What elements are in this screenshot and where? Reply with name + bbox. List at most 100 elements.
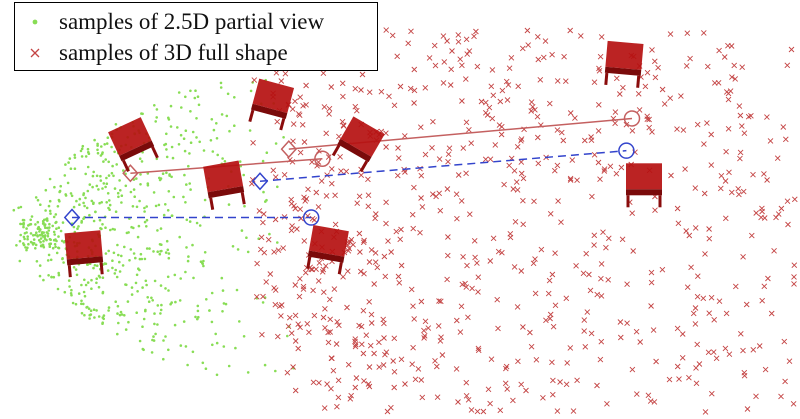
full-sample-x [530, 260, 537, 267]
full-sample-x [380, 362, 387, 368]
full-sample-x [363, 332, 370, 339]
partial-sample-point [153, 279, 157, 283]
partial-sample-point [118, 270, 122, 273]
partial-sample-point [265, 198, 268, 202]
full-sample-x [352, 343, 359, 350]
full-sample-x [328, 84, 335, 90]
full-sample-x [288, 330, 295, 337]
partial-sample-point [49, 238, 52, 242]
partial-sample-point [201, 262, 204, 266]
partial-sample-point [178, 235, 181, 239]
full-sample-x [474, 408, 481, 415]
full-sample-x [692, 305, 699, 311]
diamond-marker-1 [122, 164, 139, 183]
partial-sample-point [130, 293, 134, 296]
full-sample-x [761, 283, 768, 290]
full-sample-x [464, 51, 471, 57]
full-sample-x [333, 341, 340, 347]
full-sample-x [258, 234, 265, 241]
full-sample-x [726, 351, 733, 358]
full-sample-x [744, 406, 751, 412]
partial-sample-point [216, 153, 219, 157]
full-sample-x [320, 266, 327, 273]
partial-sample-point [140, 112, 143, 115]
full-sample-x [633, 391, 640, 397]
partial-sample-point [210, 291, 214, 295]
partial-sample-point [53, 233, 56, 236]
partial-sample-point [36, 234, 39, 237]
full-sample-x [408, 28, 414, 35]
full-sample-x [331, 286, 338, 292]
partial-sample-point [72, 225, 76, 229]
partial-sample-point [172, 195, 176, 199]
full-sample-x [650, 327, 657, 333]
partial-sample-point [178, 299, 182, 302]
full-sample-x [371, 350, 377, 357]
partial-sample-point [19, 222, 22, 226]
circle-marker-4 [302, 209, 320, 226]
full-sample-x [558, 129, 565, 136]
full-sample-x [366, 89, 373, 96]
full-sample-x [595, 128, 602, 134]
full-sample-x [499, 249, 505, 256]
partial-sample-point [162, 357, 165, 361]
full-sample-x [250, 139, 256, 146]
partial-sample-point [22, 225, 25, 229]
full-sample-x [736, 191, 742, 198]
full-sample-x [518, 268, 525, 274]
full-sample-x [562, 78, 569, 85]
full-sample-x [507, 234, 514, 241]
full-sample-x [348, 236, 355, 243]
full-sample-x [617, 334, 624, 341]
partial-sample-point [80, 155, 84, 158]
partial-sample-point [174, 300, 177, 304]
partial-sample-point [205, 298, 208, 301]
partial-sample-point [106, 136, 110, 139]
partial-sample-point [111, 164, 114, 168]
full-sample-x [376, 364, 383, 370]
full-sample-x [511, 167, 518, 174]
partial-sample-point [115, 163, 118, 166]
full-sample-x [330, 367, 337, 374]
full-sample-x [326, 296, 333, 303]
full-sample-x [313, 266, 319, 273]
full-sample-x [353, 375, 360, 381]
full-sample-x [788, 46, 795, 53]
full-sample-x [684, 30, 691, 37]
partial-sample-point [99, 227, 102, 230]
partial-sample-point [158, 178, 162, 182]
partial-sample-point [228, 129, 231, 133]
partial-sample-point [84, 283, 88, 287]
full-sample-x [274, 333, 281, 340]
partial-sample-point [80, 283, 83, 287]
partial-sample-point [51, 224, 54, 228]
partial-sample-point [169, 125, 173, 128]
partial-sample-point [209, 139, 213, 142]
partial-sample-point [170, 145, 174, 149]
full-sample-x [490, 92, 497, 99]
full-sample-x [360, 239, 367, 246]
partial-sample-point [223, 160, 227, 163]
full-sample-x [365, 203, 372, 210]
full-sample-x [768, 310, 775, 317]
partial-sample-point [96, 151, 100, 155]
partial-sample-point [37, 239, 41, 242]
legend-label-full: samples of 3D full shape [59, 40, 288, 65]
full-sample-x [445, 151, 452, 158]
full-sample-x [382, 273, 389, 280]
partial-sample-point [123, 245, 126, 249]
full-sample-x [263, 279, 270, 285]
partial-sample-point [52, 215, 56, 219]
full-sample-x [774, 155, 781, 162]
full-sample-x [745, 113, 752, 120]
partial-sample-point [49, 212, 52, 215]
full-sample-x [395, 145, 401, 151]
partial-sample-point [151, 338, 154, 342]
full-sample-x [652, 74, 659, 81]
partial-sample-point [48, 222, 51, 226]
full-sample-x [434, 394, 441, 401]
full-sample-x [441, 59, 448, 65]
full-sample-x [731, 62, 738, 69]
full-sample-x [440, 80, 447, 86]
full-sample-x [504, 386, 511, 392]
